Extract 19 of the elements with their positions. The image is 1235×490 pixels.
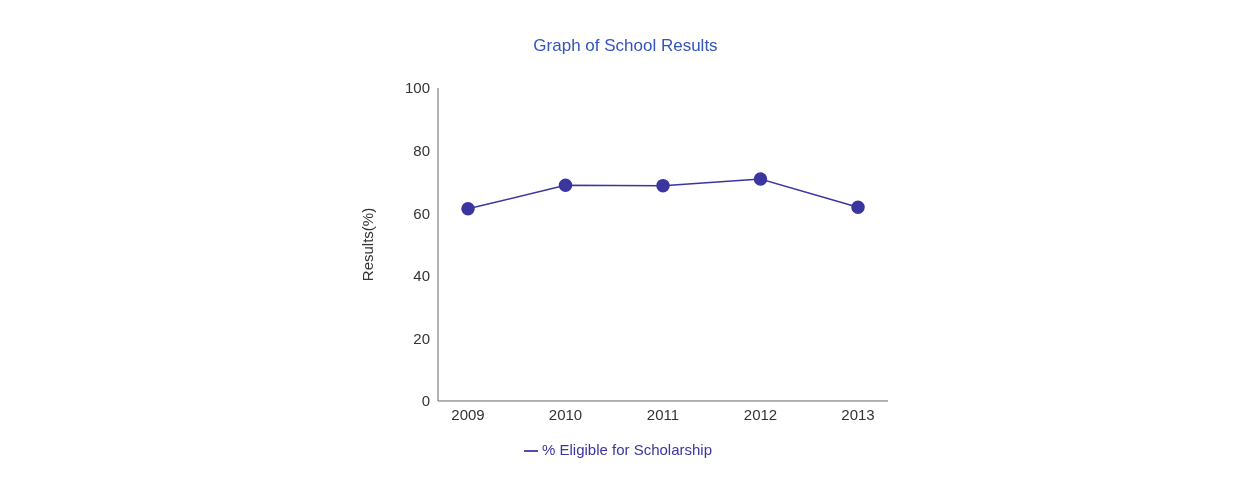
point bbox=[461, 202, 475, 216]
chart-title: Graph of School Results bbox=[532, 36, 719, 56]
x-tick-label: 2012 bbox=[743, 405, 778, 423]
legend-label: % Eligible for Scholarship bbox=[541, 440, 713, 458]
x-tick-label: 2013 bbox=[841, 405, 875, 423]
x-tick-label: 2009 bbox=[451, 405, 485, 423]
y-tick-label: 80 bbox=[413, 141, 430, 159]
point bbox=[851, 200, 865, 214]
point bbox=[656, 178, 670, 193]
x-tick-label: 2011 bbox=[646, 405, 680, 423]
point bbox=[753, 172, 768, 186]
point bbox=[558, 178, 573, 193]
y-tick-label: 20 bbox=[413, 329, 430, 347]
y-tick-label: 60 bbox=[413, 204, 430, 222]
y-tick-label: 40 bbox=[413, 267, 430, 285]
y-tick-label: 0 bbox=[421, 392, 430, 410]
y-axis-title: Results(%) bbox=[359, 207, 377, 282]
x-tick-label: 2010 bbox=[548, 405, 583, 423]
y-tick-label: 100 bbox=[404, 79, 430, 97]
